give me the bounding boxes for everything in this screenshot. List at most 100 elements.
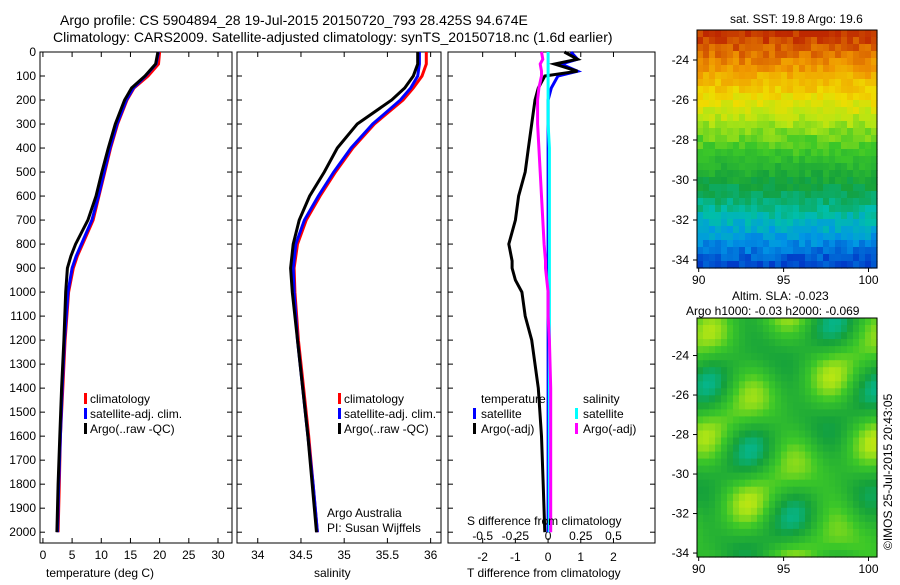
heatmap-cell xyxy=(715,423,722,431)
heatmap-cell xyxy=(787,430,794,439)
heatmap-cell xyxy=(733,100,740,108)
heatmap-cell xyxy=(835,30,842,38)
heatmap-cell xyxy=(715,550,722,558)
heatmap-cell xyxy=(727,219,734,227)
heatmap-cell xyxy=(721,65,728,73)
heatmap-cell xyxy=(697,332,704,340)
heatmap-cell xyxy=(787,191,794,199)
heatmap-cell xyxy=(841,451,848,460)
heatmap-cell xyxy=(757,114,764,122)
heatmap-cell xyxy=(871,114,878,122)
heatmap-cell xyxy=(769,479,776,488)
heatmap-cell xyxy=(751,353,758,361)
heatmap-cell xyxy=(817,254,824,262)
legend-title-salinity: salinity xyxy=(583,392,620,406)
heatmap-cell xyxy=(757,184,764,192)
heatmap-cell xyxy=(787,395,794,403)
heatmap-cell xyxy=(835,184,842,192)
heatmap-cell xyxy=(697,493,704,502)
heatmap-cell xyxy=(823,93,830,101)
heatmap-cell xyxy=(823,44,830,52)
heatmap-cell xyxy=(787,107,794,115)
heatmap-cell xyxy=(841,114,848,122)
heatmap-cell xyxy=(721,339,728,347)
heatmap-cell xyxy=(853,367,860,375)
heatmap-cell xyxy=(709,325,716,333)
heatmap-cell xyxy=(733,430,740,439)
heatmap-cell xyxy=(829,381,836,389)
heatmap-cell xyxy=(817,72,824,80)
heatmap-cell xyxy=(847,142,854,150)
heatmap-cell xyxy=(865,86,872,94)
heatmap-cell xyxy=(817,170,824,178)
heatmap-cell xyxy=(763,79,770,87)
heatmap-cell xyxy=(763,472,770,481)
heatmap-cell xyxy=(733,423,740,431)
heatmap-cell xyxy=(769,493,776,502)
map-frame xyxy=(696,317,878,558)
heatmap-cell xyxy=(805,205,812,213)
watermark: ©IMOS 25-Jul-2015 20:43:05 xyxy=(881,393,895,550)
heatmap-cell xyxy=(775,142,782,150)
heatmap-cell xyxy=(847,332,854,340)
heatmap-cell xyxy=(799,142,806,150)
heatmap-cell xyxy=(793,72,800,80)
heatmap-cell xyxy=(781,395,788,403)
heatmap-cell xyxy=(703,72,710,80)
heatmap-cell xyxy=(781,233,788,241)
heatmap-cell xyxy=(703,233,710,241)
heatmap-cell xyxy=(805,402,812,410)
heatmap-cell xyxy=(805,332,812,340)
heatmap-cell xyxy=(811,44,818,52)
heatmap-cell xyxy=(799,177,806,185)
heatmap-cell xyxy=(829,318,836,326)
heatmap-cell xyxy=(769,121,776,129)
heatmap-cell xyxy=(823,79,830,87)
heatmap-cell xyxy=(775,198,782,206)
heatmap-cell xyxy=(775,388,782,396)
heatmap-cell xyxy=(697,114,704,122)
heatmap-cell xyxy=(733,346,740,354)
heatmap-cell xyxy=(757,107,764,115)
heatmap-cell xyxy=(721,444,728,453)
heatmap-cell xyxy=(865,247,872,255)
heatmap-cell xyxy=(781,135,788,143)
y-tick-label: -30 xyxy=(672,173,690,187)
heatmap-cell xyxy=(799,465,806,474)
heatmap-cell xyxy=(871,346,878,354)
heatmap-cell xyxy=(697,402,704,410)
heatmap-cell xyxy=(781,318,788,326)
heatmap-cell xyxy=(769,388,776,396)
y-tick-label: -32 xyxy=(672,213,690,227)
heatmap-cell xyxy=(859,51,866,59)
heatmap-cell xyxy=(751,156,758,164)
heatmap-cell xyxy=(727,170,734,178)
heatmap-cell xyxy=(727,107,734,115)
heatmap-cell xyxy=(817,318,824,326)
heatmap-cell xyxy=(757,535,764,544)
heatmap-cell xyxy=(739,528,746,537)
heatmap-cell xyxy=(697,360,704,368)
heatmap-cell xyxy=(799,479,806,488)
heatmap-cell xyxy=(823,212,830,220)
heatmap-cell xyxy=(859,205,866,213)
heatmap-cell xyxy=(739,514,746,523)
heatmap-cell xyxy=(769,226,776,234)
heatmap-cell xyxy=(793,374,800,382)
heatmap-cell xyxy=(799,191,806,199)
heatmap-cell xyxy=(841,100,848,108)
heatmap-cell xyxy=(709,402,716,410)
heatmap-cell xyxy=(739,458,746,467)
heatmap-cell xyxy=(799,430,806,439)
heatmap-cell xyxy=(817,93,824,101)
heatmap-cell xyxy=(733,198,740,206)
heatmap-cell xyxy=(823,37,830,45)
heatmap-cell xyxy=(793,198,800,206)
heatmap-cell xyxy=(745,177,752,185)
heatmap-cell xyxy=(805,472,812,481)
heatmap-cell xyxy=(721,135,728,143)
heatmap-cell xyxy=(727,395,734,403)
heatmap-cell xyxy=(703,107,710,115)
x-tick-label: 5 xyxy=(69,548,76,562)
heatmap-cell xyxy=(793,451,800,460)
